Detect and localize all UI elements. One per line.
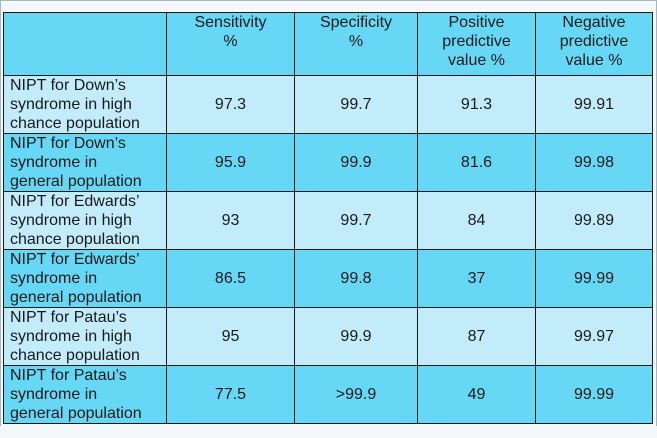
header-positive-predictive-value: Positive predictive value %: [417, 12, 536, 76]
specificity-cell: 99.7: [294, 75, 418, 134]
npv-cell: 99.99: [535, 249, 653, 308]
npv-cell: 99.89: [535, 191, 653, 250]
header-line: Negative: [562, 14, 626, 31]
row-label: NIPT for Down’s syndrome in general popu…: [3, 133, 167, 192]
header-line: Positive: [448, 14, 505, 31]
row-label-line: chance population: [10, 231, 140, 248]
specificity-cell: >99.9: [294, 365, 418, 424]
row-label-line: NIPT for Down’s: [10, 77, 126, 94]
row-label-line: NIPT for Patau’s: [10, 367, 127, 384]
npv-cell: 99.98: [535, 133, 653, 192]
row-label-line: syndrome in high: [10, 212, 132, 229]
row-label-line: NIPT for Patau’s: [10, 309, 127, 326]
table-row: NIPT for Edwards’ syndrome in high chanc…: [3, 191, 653, 250]
row-label: NIPT for Patau’s syndrome in general pop…: [3, 365, 167, 424]
npv-cell: 99.99: [535, 365, 653, 424]
row-label-line: syndrome in: [10, 154, 98, 171]
sensitivity-cell: 97.3: [166, 75, 295, 134]
specificity-cell: 99.9: [294, 307, 418, 366]
row-label-line: NIPT for Edwards’: [10, 251, 140, 268]
row-label: NIPT for Down’s syndrome in high chance …: [3, 75, 167, 134]
row-label-line: syndrome in high: [10, 96, 132, 113]
table-row: NIPT for Edwards’ syndrome in general po…: [3, 249, 653, 308]
row-label: NIPT for Edwards’ syndrome in high chanc…: [3, 191, 167, 250]
sensitivity-cell: 95.9: [166, 133, 295, 192]
specificity-cell: 99.7: [294, 191, 418, 250]
npv-cell: 99.91: [535, 75, 653, 134]
ppv-cell: 91.3: [417, 75, 536, 134]
ppv-cell: 87: [417, 307, 536, 366]
row-label-line: syndrome in: [10, 386, 98, 403]
sensitivity-cell: 93: [166, 191, 295, 250]
header-line: %: [348, 33, 364, 50]
specificity-cell: 99.8: [294, 249, 418, 308]
table-row: NIPT for Patau’s syndrome in high chance…: [3, 307, 653, 366]
row-label: NIPT for Edwards’ syndrome in general po…: [3, 249, 167, 308]
header-row: Sensitivity % Specificity % Positive pre…: [3, 12, 653, 76]
specificity-cell: 99.9: [294, 133, 418, 192]
row-label-line: general population: [10, 405, 142, 422]
bottom-edge: [0, 426, 657, 438]
sensitivity-cell: 95: [166, 307, 295, 366]
header-line: predictive: [442, 33, 511, 50]
ppv-cell: 84: [417, 191, 536, 250]
ppv-cell: 37: [417, 249, 536, 308]
row-label-line: NIPT for Edwards’: [10, 193, 140, 210]
header-line: Specificity: [319, 14, 393, 31]
header-specificity: Specificity %: [294, 12, 418, 76]
sensitivity-cell: 77.5: [166, 365, 295, 424]
header-sensitivity: Sensitivity %: [166, 12, 295, 76]
table-row: NIPT for Patau’s syndrome in general pop…: [3, 365, 653, 424]
npv-cell: 99.97: [535, 307, 653, 366]
header-line: Sensitivity: [194, 14, 267, 31]
ppv-cell: 49: [417, 365, 536, 424]
row-label-line: general population: [10, 289, 142, 306]
row-label-line: syndrome in high: [10, 328, 132, 345]
nipt-statistics-table: Sensitivity % Specificity % Positive pre…: [3, 12, 653, 424]
header-line: value %: [448, 52, 505, 69]
header-line: %: [223, 33, 238, 50]
table-row: NIPT for Down’s syndrome in general popu…: [3, 133, 653, 192]
header-line: value %: [565, 52, 623, 69]
header-line: predictive: [559, 33, 629, 50]
row-label-line: syndrome in: [10, 270, 98, 287]
sensitivity-cell: 86.5: [166, 249, 295, 308]
row-label-line: NIPT for Down’s: [10, 135, 126, 152]
row-label-line: chance population: [10, 115, 140, 132]
header-corner-cell: [3, 12, 167, 76]
row-label: NIPT for Patau’s syndrome in high chance…: [3, 307, 167, 366]
row-label-line: chance population: [10, 347, 140, 364]
table-row: NIPT for Down’s syndrome in high chance …: [3, 75, 653, 134]
header-negative-predictive-value: Negative predictive value %: [535, 12, 653, 76]
row-label-line: general population: [10, 173, 142, 190]
ppv-cell: 81.6: [417, 133, 536, 192]
